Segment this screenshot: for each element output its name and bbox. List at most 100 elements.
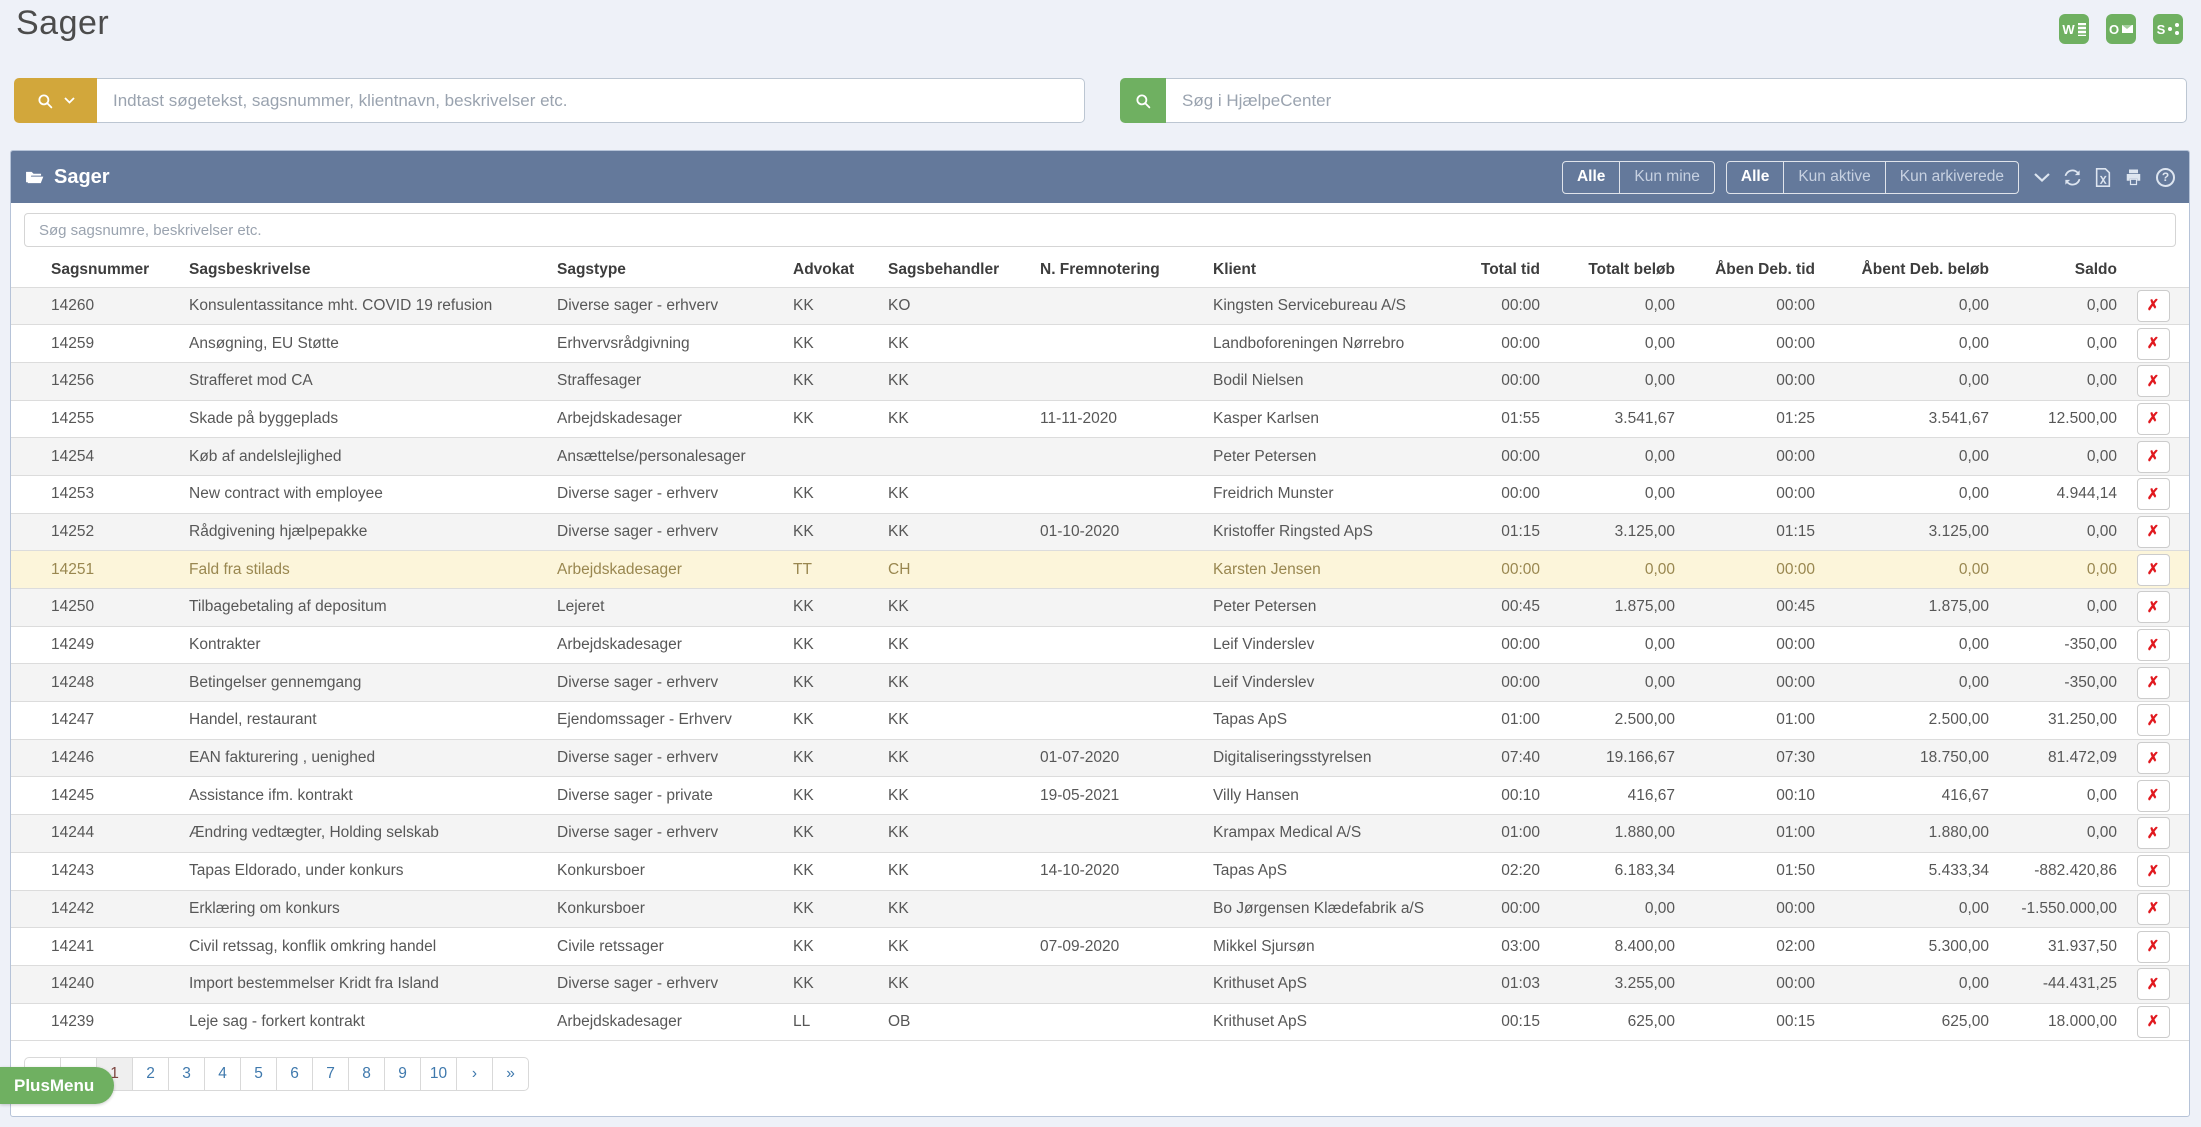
cell-adv: KK	[765, 589, 860, 627]
cell-belob: 0,00	[1540, 626, 1675, 664]
table-row[interactable]: 14252Rådgivening hjælpepakkeDiverse sage…	[11, 513, 2189, 551]
column-header-belob[interactable]: Totalt beløb	[1540, 253, 1675, 287]
filter-g1-alle[interactable]: Alle	[1563, 162, 1619, 193]
delete-case-button[interactable]: ✗	[2137, 742, 2170, 774]
plusmenu-button[interactable]: PlusMenu	[0, 1067, 114, 1104]
table-row[interactable]: 14241Civil retssag, konflik omkring hand…	[11, 928, 2189, 966]
collapse-chevron-icon[interactable]	[2034, 173, 2050, 182]
table-row[interactable]: 14256Strafferet mod CAStraffesagerKKKKBo…	[11, 362, 2189, 400]
table-row[interactable]: 14250Tilbagebetaling af depositumLejeret…	[11, 589, 2189, 627]
chevron-down-icon	[64, 97, 75, 104]
table-row[interactable]: 14253New contract with employeeDiverse s…	[11, 475, 2189, 513]
column-header-saldo[interactable]: Saldo	[1989, 253, 2117, 287]
page-7-button[interactable]: 7	[312, 1057, 349, 1091]
cell-adv: KK	[765, 287, 860, 325]
table-row[interactable]: 14240Import bestemmelser Kridt fra Islan…	[11, 965, 2189, 1003]
delete-case-button[interactable]: ✗	[2137, 290, 2170, 322]
column-header-type[interactable]: Sagstype	[529, 253, 765, 287]
page-6-button[interactable]: 6	[276, 1057, 313, 1091]
table-row[interactable]: 14245Assistance ifm. kontraktDiverse sag…	[11, 777, 2189, 815]
cell-delete: ✗	[2117, 551, 2189, 589]
print-icon[interactable]	[2124, 168, 2143, 186]
table-row[interactable]: 14248Betingelser gennemgangDiverse sager…	[11, 664, 2189, 702]
column-header-beh[interactable]: Sagsbehandler	[860, 253, 1012, 287]
column-header-deb_tid[interactable]: Åben Deb. tid	[1675, 253, 1815, 287]
table-row[interactable]: 14259Ansøgning, EU StøtteErhvervsrådgivn…	[11, 325, 2189, 363]
cell-type: Arbejdskadesager	[529, 551, 765, 589]
delete-case-button[interactable]: ✗	[2137, 629, 2170, 661]
outlook-detail-glyph	[2122, 25, 2133, 33]
main-search-button[interactable]	[14, 78, 97, 123]
delete-case-button[interactable]: ✗	[2137, 855, 2170, 887]
delete-case-button[interactable]: ✗	[2137, 817, 2170, 849]
table-row[interactable]: 14244Ændring vedtægter, Holding selskabD…	[11, 815, 2189, 853]
page-8-button[interactable]: 8	[348, 1057, 385, 1091]
delete-case-button[interactable]: ✗	[2137, 441, 2170, 473]
page-2-button[interactable]: 2	[132, 1057, 169, 1091]
column-header-deb_belob[interactable]: Åbent Deb. beløb	[1815, 253, 1989, 287]
cell-klient: Leif Vinderslev	[1185, 626, 1435, 664]
table-row[interactable]: 14246EAN fakturering , uenighedDiverse s…	[11, 739, 2189, 777]
delete-case-button[interactable]: ✗	[2137, 328, 2170, 360]
column-header-frem[interactable]: N. Fremnotering	[1012, 253, 1185, 287]
table-row[interactable]: 14239Leje sag - forkert kontraktArbejdsk…	[11, 1003, 2189, 1041]
column-header-desc[interactable]: Sagsbeskrivelse	[161, 253, 529, 287]
refresh-icon[interactable]	[2063, 168, 2082, 187]
column-header-adv[interactable]: Advokat	[765, 253, 860, 287]
column-header-nr[interactable]: Sagsnummer	[11, 253, 161, 287]
table-row[interactable]: 14247Handel, restaurantEjendomssager - E…	[11, 702, 2189, 740]
filter-g2-kun-arkiverede[interactable]: Kun arkiverede	[1885, 162, 2018, 193]
cell-delete: ✗	[2117, 890, 2189, 928]
page-9-button[interactable]: 9	[384, 1057, 421, 1091]
table-row[interactable]: 14249KontrakterArbejdskadesagerKKKKLeif …	[11, 626, 2189, 664]
table-row[interactable]: 14260Konsulentassitance mht. COVID 19 re…	[11, 287, 2189, 325]
excel-export-icon[interactable]	[2095, 168, 2111, 187]
cell-nr: 14256	[11, 362, 161, 400]
table-row[interactable]: 14255Skade på byggepladsArbejdskadesager…	[11, 400, 2189, 438]
sharepoint-icon[interactable]: S	[2153, 14, 2183, 44]
filter-group-status: AlleKun aktiveKun arkiverede	[1726, 161, 2019, 194]
delete-case-button[interactable]: ✗	[2137, 365, 2170, 397]
filter-g2-kun-aktive[interactable]: Kun aktive	[1783, 162, 1884, 193]
help-search-button[interactable]	[1120, 78, 1166, 123]
delete-case-button[interactable]: ✗	[2137, 591, 2170, 623]
cell-delete: ✗	[2117, 438, 2189, 476]
outlook-icon[interactable]: O	[2106, 14, 2136, 44]
delete-case-button[interactable]: ✗	[2137, 780, 2170, 812]
table-row[interactable]: 14243Tapas Eldorado, under konkursKonkur…	[11, 852, 2189, 890]
delete-case-button[interactable]: ✗	[2137, 554, 2170, 586]
main-search-input[interactable]	[97, 78, 1085, 123]
cell-adv: KK	[765, 664, 860, 702]
page-3-button[interactable]: 3	[168, 1057, 205, 1091]
cell-klient: Peter Petersen	[1185, 589, 1435, 627]
page-10-button[interactable]: 10	[420, 1057, 457, 1091]
delete-case-button[interactable]: ✗	[2137, 931, 2170, 963]
table-row[interactable]: 14251Fald fra stiladsArbejdskadesagerTTC…	[11, 551, 2189, 589]
delete-case-button[interactable]: ✗	[2137, 478, 2170, 510]
page-4-button[interactable]: 4	[204, 1057, 241, 1091]
table-row[interactable]: 14242Erklæring om konkursKonkursboerKKKK…	[11, 890, 2189, 928]
delete-case-button[interactable]: ✗	[2137, 403, 2170, 435]
cell-beh	[860, 438, 1012, 476]
page-5-button[interactable]: 5	[240, 1057, 277, 1091]
word-icon[interactable]: W	[2059, 14, 2089, 44]
last-page-button[interactable]: »	[492, 1057, 529, 1091]
table-search-input[interactable]	[24, 213, 2176, 247]
column-header-tid[interactable]: Total tid	[1435, 253, 1540, 287]
next-page-button[interactable]: ›	[456, 1057, 493, 1091]
delete-case-button[interactable]: ✗	[2137, 516, 2170, 548]
table-row[interactable]: 14254Køb af andelslejlighedAnsættelse/pe…	[11, 438, 2189, 476]
cell-beh: KK	[860, 928, 1012, 966]
column-header-klient[interactable]: Klient	[1185, 253, 1435, 287]
cell-nr: 14250	[11, 589, 161, 627]
filter-g1-kun-mine[interactable]: Kun mine	[1619, 162, 1713, 193]
delete-case-button[interactable]: ✗	[2137, 667, 2170, 699]
delete-case-button[interactable]: ✗	[2137, 1006, 2170, 1038]
delete-case-button[interactable]: ✗	[2137, 968, 2170, 1000]
delete-case-button[interactable]: ✗	[2137, 704, 2170, 736]
delete-case-button[interactable]: ✗	[2137, 893, 2170, 925]
filter-g2-alle[interactable]: Alle	[1727, 162, 1783, 193]
help-icon[interactable]: ?	[2156, 168, 2175, 187]
help-search-input[interactable]	[1166, 78, 2187, 123]
cell-saldo: 0,00	[1989, 513, 2117, 551]
